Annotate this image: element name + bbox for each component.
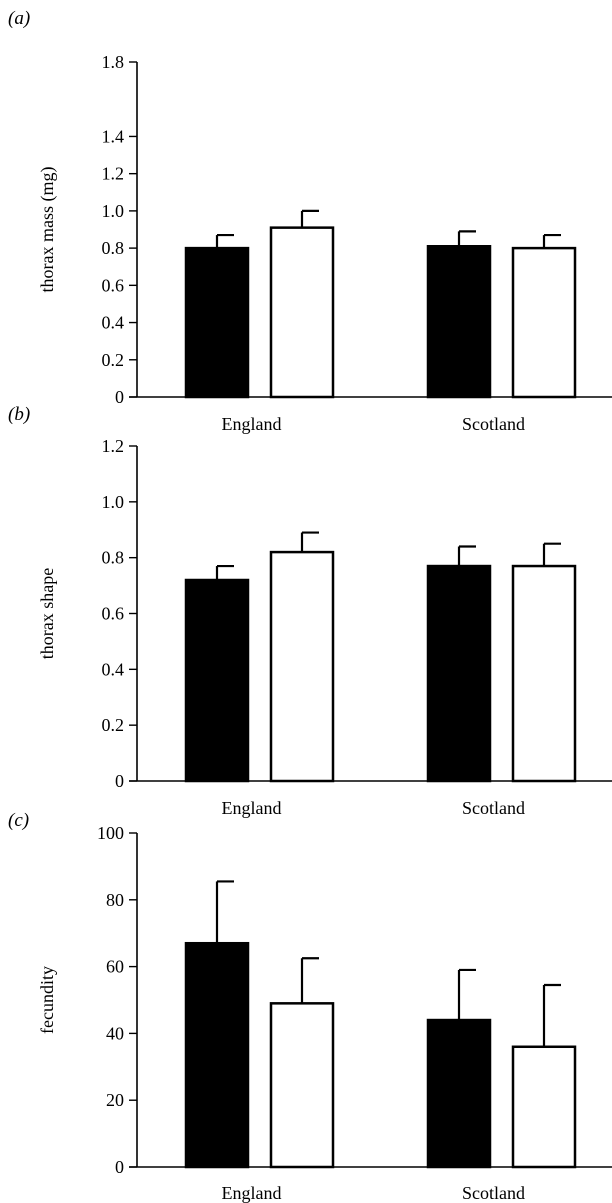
bar-scotland-open: [511, 1045, 577, 1169]
category-label: Scotland: [462, 414, 525, 434]
y-tick-label: 1.0: [102, 201, 125, 221]
y-tick-label: 1.8: [102, 52, 125, 72]
y-tick-label: 60: [106, 957, 124, 977]
y-tick-label: 0.2: [102, 715, 125, 735]
y-tick-label: 40: [106, 1023, 124, 1043]
bar-england-open: [269, 550, 335, 783]
y-tick-label: 0.8: [102, 548, 125, 568]
panel-label: (b): [8, 404, 30, 425]
bar-england-filled: [184, 941, 250, 1169]
chart-panel-3: (c) 0 20 40 60 80 100 fecundity England Scotland: [8, 810, 612, 1203]
bar-england-filled: [184, 578, 250, 783]
category-label: Scotland: [462, 798, 525, 818]
category-label: England: [222, 414, 282, 434]
y-tick-label: 20: [106, 1090, 124, 1110]
bar-scotland-open: [511, 246, 577, 399]
bar-scotland-open: [511, 564, 577, 783]
y-tick-label: 0.4: [102, 659, 125, 679]
category-label: Scotland: [462, 1183, 525, 1203]
y-tick-label: 1.2: [102, 436, 125, 456]
y-tick-label: 0.6: [102, 604, 125, 624]
chart-panel-2: (b) 0 0.2 0.4 0.6 0.8 1.0 1.2 thorax shape Englan…: [8, 404, 612, 818]
y-tick-label: 1.2: [102, 164, 125, 184]
bar-scotland-filled: [426, 1018, 492, 1169]
bar-england-open: [269, 1002, 335, 1169]
y-tick-label: 0.4: [102, 313, 125, 333]
y-tick-label: 1.0: [102, 492, 125, 512]
bar-scotland-filled: [426, 245, 492, 399]
bar-scotland-filled: [426, 564, 492, 783]
panel-label: (a): [8, 8, 30, 29]
panel-label: (c): [8, 810, 29, 831]
y-tick-label: 0.6: [102, 275, 125, 295]
y-axis-label: thorax mass (mg): [37, 167, 58, 293]
bar-england-open: [269, 226, 335, 399]
y-axis-label: fecundity: [37, 966, 57, 1034]
category-label: England: [222, 798, 282, 818]
category-label: England: [222, 1183, 282, 1203]
y-tick-label: 100: [97, 823, 124, 843]
y-tick-label: 0: [115, 771, 124, 791]
y-tick-label: 0: [115, 387, 124, 407]
y-tick-label: 80: [106, 890, 124, 910]
y-tick-label: 0: [115, 1157, 124, 1177]
chart-panel-1: (a) 0 0.2 0.4 0.6 0.8 1.0 1.2 1.4 1.8 thorax mass …: [8, 8, 612, 434]
y-axis-label: thorax shape: [37, 568, 57, 659]
y-tick-label: 1.4: [102, 126, 125, 146]
y-tick-label: 0.2: [102, 350, 125, 370]
bar-england-filled: [184, 246, 250, 399]
y-tick-label: 0.8: [102, 238, 125, 258]
